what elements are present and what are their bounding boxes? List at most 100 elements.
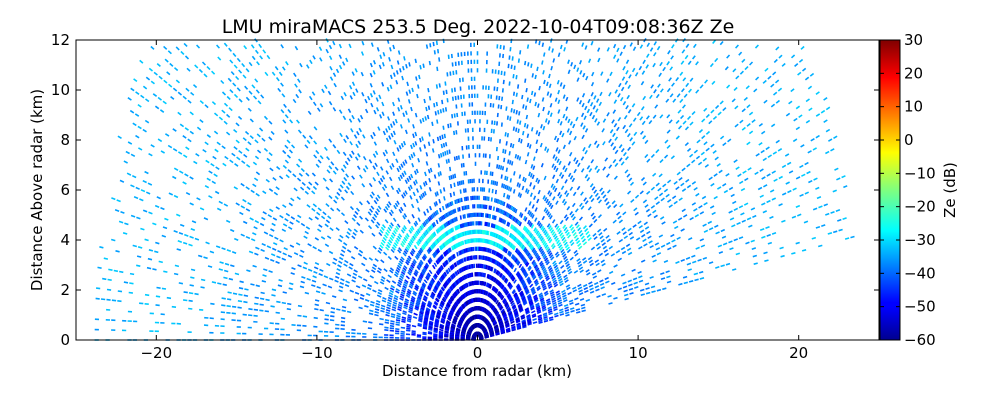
radar-gate — [497, 225, 498, 229]
radar-gate — [651, 154, 654, 157]
radar-gate — [581, 157, 583, 161]
radar-gate — [393, 112, 394, 116]
radar-gate — [563, 114, 565, 118]
radar-gate — [556, 179, 558, 183]
radar-gate — [183, 136, 186, 138]
radar-gate — [603, 119, 605, 123]
radar-gate — [634, 282, 638, 284]
radar-gate — [343, 116, 345, 120]
radar-gate — [614, 205, 617, 208]
radar-gate — [667, 281, 671, 282]
radar-gate — [432, 122, 433, 126]
radar-gate — [516, 75, 517, 79]
radar-gate — [453, 97, 454, 101]
radar-gate — [374, 110, 376, 114]
radar-gate — [821, 225, 825, 226]
radar-gate — [743, 171, 747, 173]
radar-gate — [563, 199, 565, 203]
radar-gate — [234, 65, 237, 68]
radar-gate — [723, 184, 727, 186]
radar-gate — [353, 273, 357, 275]
radar-gate — [430, 206, 432, 210]
radar-gate — [689, 281, 693, 282]
radar-gate — [550, 103, 551, 107]
radar-gate — [360, 202, 363, 205]
radar-gate — [558, 302, 562, 304]
radar-gate — [534, 196, 536, 200]
radar-gate — [761, 203, 765, 205]
radar-gate — [155, 243, 159, 244]
radar-gate — [382, 176, 384, 180]
radar-gate — [558, 90, 559, 94]
radar-gate — [660, 160, 663, 163]
radar-gate — [200, 208, 204, 210]
radar-gate — [412, 326, 416, 327]
radar-gate — [244, 289, 248, 290]
radar-gate — [108, 269, 112, 270]
radar-gate — [726, 264, 730, 265]
radar-gate — [522, 186, 523, 190]
radar-gate — [831, 212, 835, 213]
radar-gate — [314, 318, 318, 319]
radar-gate — [137, 256, 141, 257]
radar-gate — [260, 128, 263, 131]
radar-gate — [140, 229, 144, 230]
radar-gate — [386, 315, 390, 316]
radar-gate — [330, 56, 332, 60]
radar-gate — [396, 324, 400, 325]
radar-gate — [643, 136, 646, 139]
radar-gate — [273, 178, 276, 181]
radar-gate — [513, 207, 514, 211]
radar-gate — [501, 218, 502, 222]
radar-gate — [450, 193, 451, 197]
radar-gate — [288, 110, 291, 113]
radar-gate — [523, 131, 524, 135]
radar-gate — [299, 159, 302, 162]
radar-gate — [381, 178, 383, 182]
radar-gate — [447, 98, 448, 102]
radar-gate — [381, 279, 385, 281]
radar-gate — [578, 264, 581, 266]
radar-gate — [392, 281, 395, 283]
radar-gate — [333, 262, 337, 264]
radar-gate — [597, 122, 599, 126]
radar-gate — [658, 46, 660, 50]
radar-gate — [615, 137, 617, 141]
radar-gate — [711, 184, 715, 186]
radar-gate — [331, 77, 333, 81]
radar-gate — [383, 298, 387, 300]
radar-gate — [352, 176, 355, 179]
radar-gate — [343, 62, 345, 66]
radar-gate — [520, 121, 521, 125]
radar-gate — [571, 62, 572, 66]
radar-gate — [617, 212, 620, 215]
radar-gate — [297, 197, 300, 200]
radar-gate — [548, 201, 550, 205]
radar-gate — [547, 149, 549, 153]
radar-gate — [571, 227, 574, 230]
radar-gate — [560, 220, 563, 223]
radar-gate — [573, 124, 575, 128]
radar-gate — [695, 279, 699, 280]
radar-gate — [390, 288, 394, 290]
radar-gate — [197, 45, 200, 48]
radar-gate — [833, 190, 837, 192]
radar-gate — [320, 270, 324, 272]
radar-gate — [583, 126, 585, 130]
radar-gate — [260, 224, 264, 226]
radar-gate — [497, 182, 498, 186]
radar-gate — [374, 315, 378, 316]
radar-gate — [586, 232, 589, 235]
radar-gate — [692, 112, 695, 115]
radar-gate — [380, 65, 382, 69]
radar-gate — [778, 88, 781, 91]
radar-gate — [776, 47, 779, 50]
radar-gate — [619, 220, 622, 223]
radar-gate — [548, 120, 549, 124]
radar-gate — [342, 181, 345, 184]
radar-gate — [514, 127, 515, 131]
radar-gate — [96, 298, 100, 299]
radar-gate — [303, 135, 306, 138]
radar-gate — [169, 193, 173, 195]
radar-gate — [614, 265, 618, 267]
